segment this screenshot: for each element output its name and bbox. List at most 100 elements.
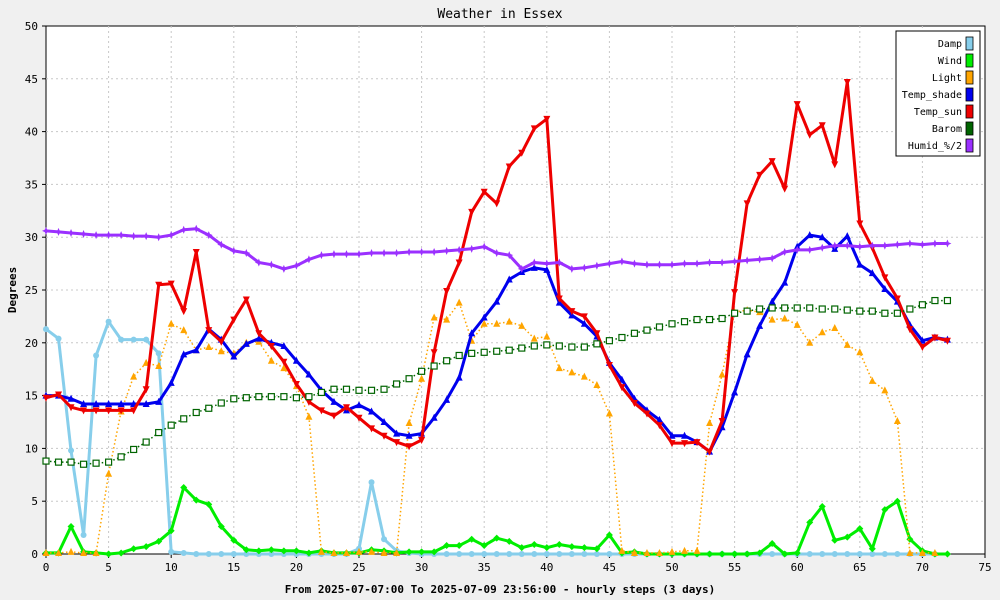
data-point: [480, 188, 488, 196]
data-point: [467, 244, 476, 253]
data-point: [568, 368, 576, 376]
legend-label: Temp_shade: [902, 90, 962, 101]
data-point: [443, 357, 451, 365]
data-point: [455, 373, 463, 381]
data-point: [668, 431, 676, 439]
data-point: [430, 413, 438, 421]
data-point: [880, 241, 889, 250]
data-point: [643, 548, 651, 556]
data-point: [155, 428, 163, 437]
data-point: [105, 469, 113, 477]
data-point: [568, 551, 575, 557]
data-point: [693, 439, 701, 447]
data-point: [205, 404, 213, 412]
data-point: [531, 551, 538, 557]
data-point: [580, 319, 588, 327]
data-point: [793, 304, 801, 312]
data-point: [180, 483, 188, 491]
data-point: [793, 549, 801, 557]
data-point: [568, 343, 576, 351]
data-point: [655, 548, 663, 556]
data-point: [292, 547, 300, 555]
data-point: [255, 334, 263, 342]
data-point: [843, 232, 851, 240]
data-point: [92, 459, 100, 467]
data-point: [480, 542, 488, 550]
data-point: [242, 249, 251, 258]
data-point: [681, 546, 689, 554]
data-point: [168, 548, 175, 555]
data-point: [80, 407, 88, 415]
data-point: [79, 460, 88, 468]
data-point: [117, 231, 126, 240]
data-point: [92, 548, 100, 556]
legend-swatch: [965, 70, 974, 85]
data-point: [42, 457, 50, 465]
data-point: [756, 171, 764, 179]
data-point: [205, 551, 212, 557]
data-point: [142, 543, 150, 551]
data-point: [843, 306, 851, 314]
data-point: [130, 336, 137, 343]
data-point: [868, 269, 876, 277]
data-point: [568, 543, 576, 551]
data-point: [731, 289, 739, 297]
data-point: [92, 400, 100, 408]
data-point: [405, 419, 413, 427]
data-point: [280, 341, 288, 349]
data-point: [242, 546, 250, 554]
data-point: [105, 318, 112, 325]
data-point: [405, 443, 413, 451]
data-point: [755, 255, 764, 264]
data-point: [80, 531, 87, 538]
data-point: [518, 149, 526, 157]
data-point: [868, 376, 876, 384]
data-point: [55, 335, 62, 342]
data-point: [868, 307, 876, 315]
series-temp-sun: [42, 78, 951, 456]
data-point: [630, 548, 638, 556]
y-tick-label: 0: [31, 548, 38, 561]
data-point: [505, 251, 514, 260]
data-point: [393, 548, 401, 556]
data-point: [305, 549, 313, 557]
data-point: [405, 431, 413, 439]
data-point: [192, 408, 200, 417]
legend-swatch: [965, 36, 974, 51]
data-point: [618, 384, 626, 392]
data-point: [793, 245, 802, 254]
data-point: [54, 227, 63, 236]
x-tick-label: 60: [791, 561, 804, 574]
data-point: [555, 540, 563, 548]
legend: Damp Wind Light Temp_shade Temp_sun Barom Humi…: [895, 30, 981, 157]
data-point: [430, 548, 438, 556]
data-point: [243, 551, 250, 557]
data-point: [918, 301, 927, 309]
data-point: [192, 224, 201, 233]
data-point: [67, 523, 75, 531]
data-point: [881, 506, 889, 514]
data-point: [630, 399, 638, 407]
data-point: [743, 200, 751, 208]
data-point: [693, 315, 701, 324]
data-point: [330, 385, 338, 393]
data-point: [205, 500, 213, 508]
data-point: [393, 439, 401, 447]
legend-label: Wind: [938, 56, 962, 67]
data-point: [67, 394, 75, 402]
data-point: [355, 547, 363, 555]
data-point: [93, 352, 100, 359]
data-point: [55, 391, 63, 399]
data-point: [706, 550, 714, 558]
data-point: [781, 185, 789, 193]
data-point: [555, 342, 563, 350]
data-point: [292, 261, 301, 270]
data-point: [530, 125, 538, 133]
data-point: [380, 548, 388, 556]
data-point: [455, 245, 464, 254]
data-point: [192, 346, 200, 354]
data-point: [680, 259, 689, 268]
data-point: [381, 536, 388, 543]
data-point: [42, 394, 50, 402]
